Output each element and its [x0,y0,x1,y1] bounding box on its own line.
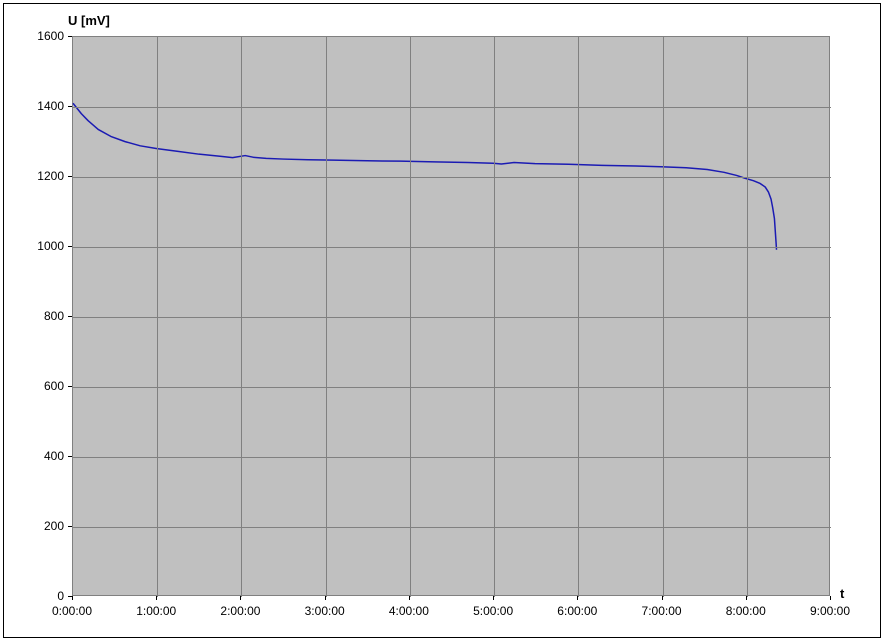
grid-line-y [73,177,831,178]
x-tick-label: 7:00:00 [642,604,682,618]
y-tick-label: 400 [44,449,64,463]
x-tick-label: 5:00:00 [473,604,513,618]
y-tick-label: 800 [44,309,64,323]
x-tick-mark [156,596,157,600]
y-tick-mark [68,246,72,247]
x-tick-label: 6:00:00 [557,604,597,618]
x-tick-mark [240,596,241,600]
grid-line-x [747,37,748,597]
x-tick-mark [72,596,73,600]
y-tick-label: 0 [57,589,64,603]
x-tick-mark [493,596,494,600]
x-tick-label: 4:00:00 [389,604,429,618]
x-tick-mark [577,596,578,600]
y-tick-mark [68,456,72,457]
y-tick-label: 1000 [37,239,64,253]
grid-line-y [73,527,831,528]
y-tick-label: 600 [44,379,64,393]
x-tick-mark [746,596,747,600]
grid-line-y [73,107,831,108]
y-tick-mark [68,386,72,387]
grid-line-y [73,247,831,248]
x-tick-label: 9:00:00 [810,604,850,618]
x-tick-label: 2:00:00 [220,604,260,618]
grid-line-x [578,37,579,597]
grid-line-x [410,37,411,597]
grid-line-x [494,37,495,597]
grid-line-x [157,37,158,597]
y-tick-label: 1600 [37,29,64,43]
y-tick-mark [68,106,72,107]
y-tick-label: 1400 [37,99,64,113]
grid-line-x [663,37,664,597]
x-tick-mark [662,596,663,600]
x-tick-label: 8:00:00 [726,604,766,618]
plot-area [72,36,830,596]
series-line [73,37,829,595]
y-tick-mark [68,526,72,527]
grid-line-y [73,387,831,388]
grid-line-y [73,317,831,318]
grid-line-x [241,37,242,597]
x-tick-mark [830,596,831,600]
y-tick-label: 200 [44,519,64,533]
grid-line-x [326,37,327,597]
x-axis-title: t [840,586,844,601]
grid-line-y [73,457,831,458]
y-axis-title: U [mV] [68,13,110,28]
x-tick-mark [409,596,410,600]
y-tick-mark [68,176,72,177]
y-tick-mark [68,36,72,37]
x-tick-mark [325,596,326,600]
x-tick-label: 3:00:00 [305,604,345,618]
y-tick-mark [68,316,72,317]
y-tick-label: 1200 [37,169,64,183]
x-tick-label: 0:00:00 [52,604,92,618]
chart-container: U [mV] t 0 200 400 600 800 1000 1200 1400 1600 0:… [0,0,884,641]
x-tick-label: 1:00:00 [136,604,176,618]
